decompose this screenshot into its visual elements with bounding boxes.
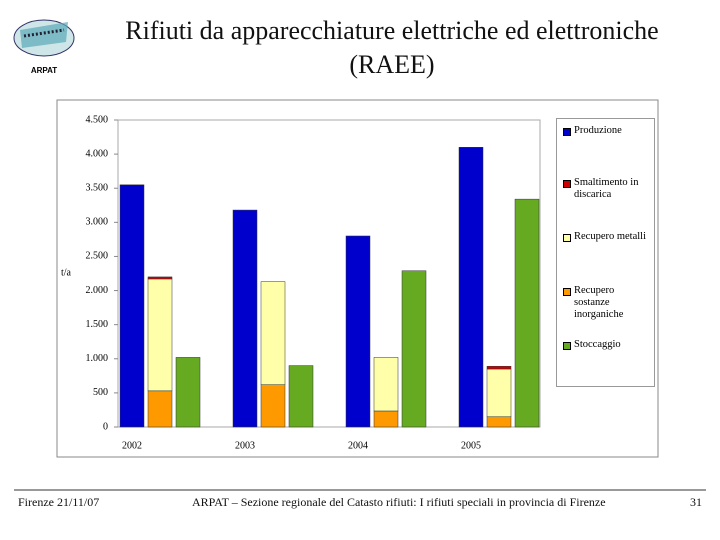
- y-tick-label: 2.000: [86, 285, 109, 296]
- legend-swatch: [563, 342, 571, 350]
- bar: [373, 357, 399, 412]
- x-tick-label: 2004: [348, 440, 368, 451]
- legend-item: Smaltimento in discarica: [563, 177, 651, 201]
- legend-item: Stoccaggio: [563, 339, 651, 351]
- y-tick-label: 0: [103, 421, 108, 432]
- legend-label: Produzione: [574, 125, 622, 136]
- legend-swatch: [563, 128, 571, 136]
- bar: [147, 390, 173, 428]
- footer-date: Firenze 21/11/07: [18, 495, 100, 509]
- legend-label: Recupero metalli: [574, 231, 647, 242]
- bar: [119, 184, 145, 428]
- legend-swatch: [563, 288, 571, 296]
- bar: [260, 281, 286, 385]
- bar: [401, 270, 427, 428]
- bar: [514, 198, 540, 428]
- bar: [147, 278, 173, 392]
- y-tick-label: 4.500: [86, 114, 109, 125]
- bar: [232, 209, 258, 428]
- bar: [486, 368, 512, 418]
- slide-title: Rifiuti da apparecchiature elettriche ed…: [125, 16, 659, 79]
- bar: [260, 384, 286, 428]
- legend-label: Recupero sostanze inorganiche: [574, 285, 624, 320]
- y-tick-label: 500: [93, 387, 108, 398]
- legend: Produzione Smaltimento in discarica Recupe…: [556, 118, 655, 387]
- bar: [147, 276, 173, 280]
- y-tick-label: 2.500: [86, 251, 109, 262]
- y-tick-label: 4.000: [86, 148, 109, 159]
- legend-swatch: [563, 180, 571, 188]
- bar: [486, 366, 512, 370]
- legend-item: Recupero sostanze inorganiche: [563, 285, 651, 321]
- x-tick-label: 2003: [235, 440, 255, 451]
- y-tick-label: 3.000: [86, 217, 109, 228]
- bar: [373, 410, 399, 428]
- legend-swatch: [563, 234, 571, 242]
- legend-label: Stoccaggio: [574, 339, 621, 350]
- page-number: 31: [690, 495, 702, 509]
- legend-item: Recupero metalli: [563, 231, 651, 243]
- bar: [486, 416, 512, 428]
- x-tick-label: 2002: [122, 440, 142, 451]
- y-tick-label: 1.500: [86, 319, 109, 330]
- logo: ARPAT: [13, 19, 75, 75]
- bar: [345, 235, 371, 428]
- footer-text: ARPAT – Sezione regionale del Catasto ri…: [192, 495, 606, 509]
- legend-label: Smaltimento in discarica: [574, 177, 639, 200]
- bar: [175, 357, 201, 428]
- bar: [458, 147, 484, 428]
- y-axis-label: t/a: [61, 267, 72, 278]
- y-tick-label: 1.000: [86, 353, 109, 364]
- x-tick-label: 2005: [461, 440, 481, 451]
- y-tick-label: 3.500: [86, 183, 109, 194]
- logo-text: ARPAT: [31, 66, 57, 75]
- legend-item: Produzione: [563, 125, 651, 137]
- bar: [288, 365, 314, 428]
